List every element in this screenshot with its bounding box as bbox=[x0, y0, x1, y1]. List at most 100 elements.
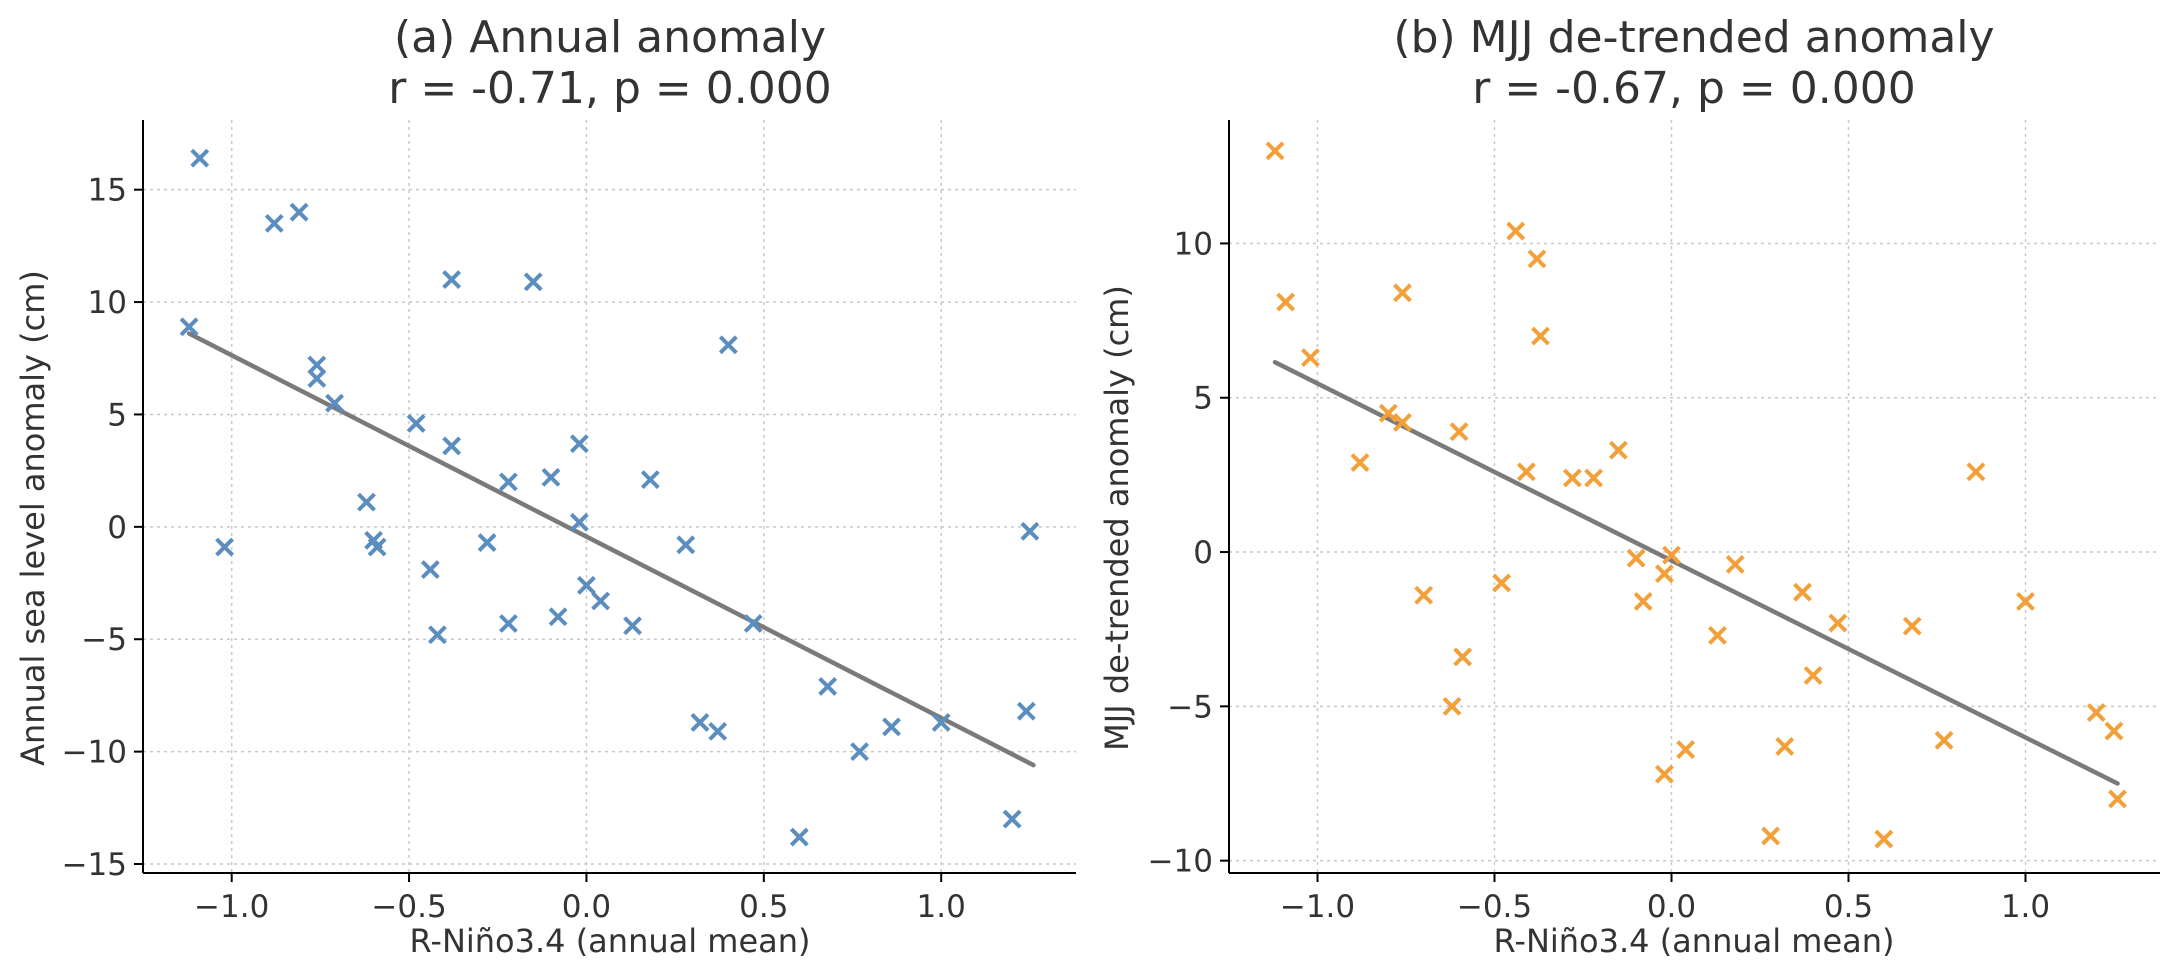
panel-a-data-point bbox=[569, 434, 589, 454]
panel-a-data-point bbox=[591, 591, 611, 611]
panel-b-data-point bbox=[1654, 564, 1674, 584]
panel-b-data-point bbox=[2108, 789, 2127, 809]
panel-a-data-point bbox=[428, 625, 447, 645]
panel-a-title-line2: r = -0.71, p = 0.000 bbox=[388, 63, 831, 114]
panel-b-data-point bbox=[1775, 737, 1795, 756]
panel-a-y-tick-label: 0 bbox=[107, 510, 127, 546]
panel-a-x-tick-label: −0.5 bbox=[371, 889, 446, 925]
panel-b-data-point bbox=[1265, 141, 1285, 161]
panel-a-data-point bbox=[367, 537, 387, 557]
panel-a-x-axis-label: R-Niño3.4 (annual mean) bbox=[409, 922, 810, 960]
panel-b-data-point bbox=[1516, 462, 1536, 482]
panel-a-data-point bbox=[190, 148, 210, 168]
panel-a-data-point bbox=[307, 369, 327, 388]
panel-b-data-point bbox=[1654, 764, 1674, 784]
panel-a-data-point bbox=[498, 472, 518, 492]
panel-a-data-point bbox=[442, 270, 462, 290]
panel-a-x-tick-label: 0.0 bbox=[562, 889, 611, 925]
panel-b-data-point bbox=[1453, 647, 1473, 667]
panel-b-data-point bbox=[1506, 221, 1526, 241]
panel-a-data-point bbox=[215, 537, 235, 557]
panel-b-data-point bbox=[2104, 721, 2124, 741]
panel-a-data-point bbox=[541, 467, 561, 487]
panel-b-data-point bbox=[1828, 613, 1848, 633]
panel-a-data-point bbox=[623, 616, 642, 636]
panel-a-data-point bbox=[442, 436, 462, 456]
panel-a-data-point bbox=[850, 742, 870, 762]
panel-b-y-tick-label: −10 bbox=[1148, 844, 1213, 880]
panel-b-data-point bbox=[1934, 730, 1954, 750]
panel-a-data-point bbox=[789, 827, 809, 847]
panel-a-x-tick-label: 0.5 bbox=[739, 889, 788, 925]
panel-a-y-tick-label: −10 bbox=[62, 735, 127, 771]
panel-b-data-point bbox=[1393, 413, 1412, 432]
panel-b-x-tick-label: 1.0 bbox=[2001, 889, 2050, 925]
panel-b-x-tick-label: −0.5 bbox=[1457, 889, 1532, 925]
panel-a-x-tick-label: −1.0 bbox=[194, 889, 269, 925]
panel-a-data-point bbox=[325, 393, 344, 413]
panel-b-x-axis-label: R-Niño3.4 (annual mean) bbox=[1493, 922, 1894, 960]
panel-a-regression-line bbox=[186, 331, 1036, 768]
panel-b-y-tick-label: 0 bbox=[1193, 535, 1213, 571]
panel-b-data-point bbox=[1492, 573, 1511, 593]
panel-a-data-point bbox=[179, 317, 199, 337]
panel-b-y-axis-label: MJJ de-trended anomaly (cm) bbox=[1098, 285, 1136, 751]
panel-a-data-point bbox=[882, 717, 901, 737]
panel-b-data-point bbox=[1531, 326, 1550, 346]
panel-a-data-point bbox=[718, 335, 738, 355]
panel-b-data-point bbox=[1874, 829, 1894, 849]
panel-a-data-point bbox=[477, 533, 497, 552]
panel-b-y-tick-label: 5 bbox=[1193, 381, 1213, 417]
panel-a-data-point bbox=[640, 470, 660, 490]
panel-a-data-point bbox=[569, 512, 589, 532]
panel-b-data-point bbox=[1378, 403, 1398, 423]
panel-a-data-point bbox=[548, 607, 568, 627]
panel-b: (b) MJJ de-trended anomaly r = -0.67, p … bbox=[1098, 12, 2160, 960]
panel-a-y-axis-label: Annual sea level anomaly (cm) bbox=[14, 270, 52, 766]
panel-a-data-point bbox=[264, 213, 284, 233]
panel-a-data-point bbox=[498, 614, 518, 633]
panel-b-data-point bbox=[1562, 468, 1582, 488]
panel-a-y-tick-label: −5 bbox=[81, 622, 127, 658]
panel-b-data-point bbox=[1449, 422, 1469, 442]
panel-a: (a) Annual anomaly r = -0.71, p = 0.000 … bbox=[14, 12, 1076, 960]
panel-b-data-point bbox=[1276, 292, 1296, 312]
panel-b-data-point bbox=[1393, 283, 1412, 303]
panel-a-y-tick-label: 15 bbox=[88, 173, 127, 209]
panel-a-data-point bbox=[420, 560, 440, 579]
panel-b-data-point bbox=[1584, 468, 1604, 488]
panel-b-y-tick-label: 10 bbox=[1174, 226, 1213, 262]
panel-b-data-point bbox=[1301, 348, 1320, 368]
panel-b-data-point bbox=[1633, 592, 1653, 611]
panel-b-data-point bbox=[1527, 249, 1547, 269]
panel-b-data-point bbox=[2016, 592, 2035, 611]
panel-a-y-tick-label: −15 bbox=[62, 847, 127, 883]
panel-a-data-point bbox=[406, 414, 426, 433]
panel-b-title-line2: r = -0.67, p = 0.000 bbox=[1472, 63, 1915, 114]
panel-b-data-point bbox=[1676, 740, 1696, 759]
panel-a-data-point bbox=[357, 492, 376, 512]
panel-a-data-point bbox=[931, 712, 951, 732]
panel-b-data-point bbox=[1662, 545, 1681, 565]
panel-b-data-point bbox=[1902, 616, 1922, 636]
panel-a-data-point bbox=[577, 575, 596, 595]
panel-a-data-point bbox=[1020, 521, 1040, 541]
panel-b-data-point bbox=[1708, 625, 1727, 645]
panel-b-data-point bbox=[1608, 440, 1628, 460]
panel-b-data-point bbox=[1725, 554, 1745, 574]
panel-a-x-tick-label: 1.0 bbox=[917, 889, 966, 925]
panel-b-data-point bbox=[1442, 696, 1462, 716]
panel-a-data-point bbox=[743, 614, 763, 633]
panel-b-y-tick-label: −5 bbox=[1167, 689, 1213, 725]
panel-a-data-point bbox=[690, 712, 710, 732]
panel-a-data-point bbox=[523, 272, 543, 292]
panel-b-data-point bbox=[1966, 462, 1986, 482]
panel-b-data-point bbox=[2086, 703, 2106, 722]
panel-b-data-point bbox=[1626, 548, 1646, 568]
panel-b-data-point bbox=[1803, 666, 1823, 685]
panel-b-x-tick-label: 0.0 bbox=[1647, 889, 1696, 925]
panel-a-y-tick-label: 5 bbox=[107, 397, 127, 433]
panel-b-x-tick-label: −1.0 bbox=[1280, 889, 1355, 925]
panel-b-data-point bbox=[1793, 582, 1812, 602]
